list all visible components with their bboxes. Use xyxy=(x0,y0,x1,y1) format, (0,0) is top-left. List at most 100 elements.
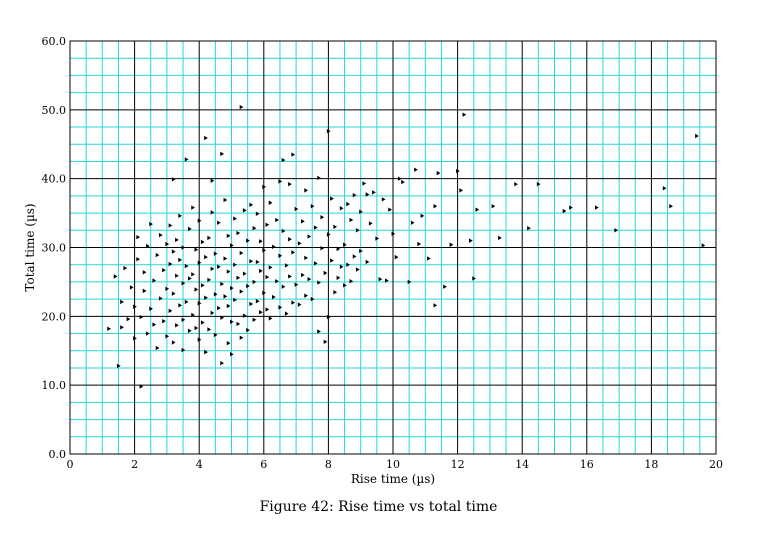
data-point xyxy=(204,349,208,355)
y-tick-label: 60.0 xyxy=(42,35,67,48)
data-point xyxy=(171,177,176,182)
data-point xyxy=(139,314,144,320)
data-point xyxy=(142,270,147,275)
data-point xyxy=(330,196,334,201)
x-tick-label: 14 xyxy=(515,458,529,471)
data-point xyxy=(120,299,124,305)
data-point xyxy=(255,211,260,216)
data-point xyxy=(394,254,399,260)
data-point xyxy=(262,248,266,253)
data-point xyxy=(210,178,215,183)
data-point xyxy=(527,226,531,231)
data-point xyxy=(695,133,699,139)
data-point xyxy=(281,228,286,234)
data-points xyxy=(107,104,706,389)
data-point xyxy=(352,192,357,198)
data-point xyxy=(268,316,273,321)
data-point xyxy=(459,188,464,193)
data-point xyxy=(262,184,266,190)
x-tick-label: 2 xyxy=(131,458,138,471)
data-point xyxy=(230,285,234,291)
data-point xyxy=(210,310,215,316)
data-point xyxy=(178,303,183,308)
data-point xyxy=(246,283,250,289)
data-point xyxy=(291,300,296,305)
data-point xyxy=(594,205,599,210)
data-point xyxy=(136,234,141,240)
x-tick-label: 6 xyxy=(260,458,267,471)
data-point xyxy=(397,176,402,181)
data-point xyxy=(204,295,208,300)
data-point xyxy=(259,268,263,274)
data-point xyxy=(291,152,296,157)
data-point xyxy=(204,135,208,141)
data-point xyxy=(427,256,431,261)
data-point xyxy=(323,339,328,345)
data-point xyxy=(126,316,131,322)
data-point xyxy=(152,322,157,327)
data-point xyxy=(223,294,228,299)
data-point xyxy=(249,259,254,264)
data-point xyxy=(242,313,247,318)
data-point xyxy=(236,275,241,280)
data-point xyxy=(355,228,360,233)
data-point xyxy=(301,272,305,278)
data-point xyxy=(381,197,386,202)
y-tick-label: 40.0 xyxy=(42,173,67,186)
data-point xyxy=(410,220,415,225)
data-point xyxy=(472,276,476,281)
data-point xyxy=(433,204,438,209)
data-point xyxy=(271,244,276,250)
data-point xyxy=(165,286,170,291)
data-point xyxy=(220,360,225,366)
data-point xyxy=(184,299,189,305)
data-point xyxy=(346,201,350,207)
data-point xyxy=(146,331,150,336)
x-tick-label: 10 xyxy=(386,458,400,471)
data-point xyxy=(310,204,315,209)
data-point xyxy=(401,179,405,185)
data-point xyxy=(352,254,357,259)
data-point xyxy=(346,262,350,267)
data-point xyxy=(281,284,286,289)
data-point xyxy=(317,329,321,334)
data-point xyxy=(349,279,354,284)
data-point xyxy=(313,225,318,230)
data-point xyxy=(171,249,176,254)
data-point xyxy=(155,252,160,258)
data-point xyxy=(178,213,183,219)
data-point xyxy=(191,272,195,277)
data-point xyxy=(491,204,496,209)
data-point xyxy=(181,245,186,250)
data-point xyxy=(230,319,234,325)
data-point xyxy=(220,315,225,320)
y-tick-label: 50.0 xyxy=(42,104,67,117)
data-point xyxy=(191,312,195,318)
data-point xyxy=(268,200,273,205)
data-point xyxy=(226,269,231,274)
data-point xyxy=(336,246,341,252)
data-point xyxy=(275,279,279,284)
data-point xyxy=(207,235,212,241)
data-point xyxy=(168,223,173,228)
data-point xyxy=(336,275,341,280)
x-axis-ticks: 0 2 4 6 8 10 12 14 16 18 20 xyxy=(67,458,724,471)
data-point xyxy=(304,188,308,193)
data-point xyxy=(230,243,234,248)
data-point xyxy=(217,220,221,225)
data-point xyxy=(133,304,137,309)
data-point xyxy=(158,296,163,301)
data-point xyxy=(149,221,153,227)
data-point xyxy=(469,238,473,243)
data-point xyxy=(307,234,312,239)
data-point xyxy=(233,216,237,221)
data-point xyxy=(301,219,305,224)
data-point xyxy=(178,257,183,263)
data-point xyxy=(188,276,192,281)
data-point xyxy=(449,242,454,247)
data-point xyxy=(323,270,328,276)
data-point xyxy=(165,334,170,339)
data-point xyxy=(304,293,308,298)
x-tick-label: 8 xyxy=(325,458,332,471)
data-point xyxy=(158,232,163,238)
